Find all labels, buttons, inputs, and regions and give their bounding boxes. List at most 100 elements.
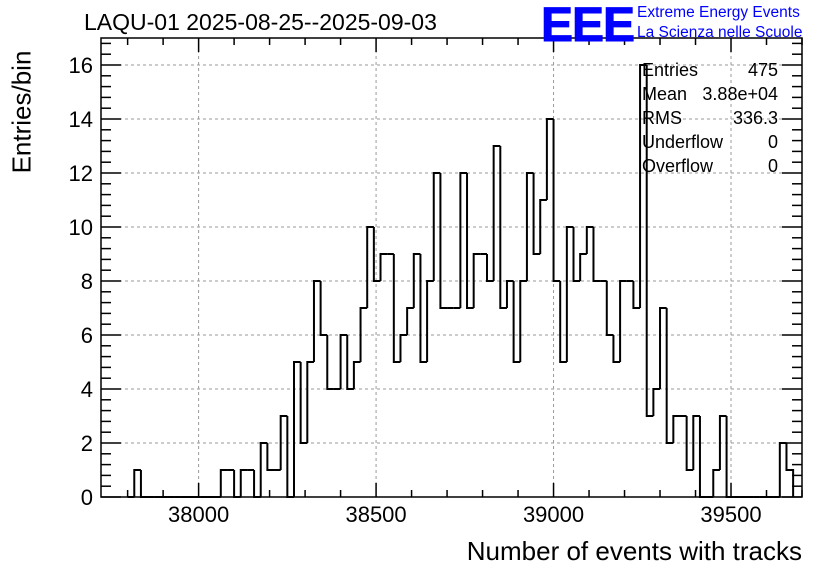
y-tick-label: 14 — [69, 107, 93, 132]
histogram-bin — [785, 443, 795, 497]
histogram-bin — [459, 172, 468, 308]
histogram-bin — [359, 307, 368, 362]
eee-logo-text: Extreme Energy Events La Scienza nelle S… — [637, 3, 802, 43]
histogram-bin — [585, 226, 594, 254]
stats-key: Overflow — [642, 156, 714, 176]
histogram-bin — [485, 254, 494, 282]
histogram-bin — [612, 335, 621, 363]
histogram-bin — [519, 280, 527, 362]
stats-value: 336.3 — [732, 108, 778, 128]
histogram-bin — [718, 415, 727, 470]
histogram-bin — [406, 307, 414, 335]
stats-key: Mean — [642, 84, 688, 104]
chart-title: LAQU-01 2025-08-25--2025-09-03 — [84, 9, 437, 35]
histogram-bin — [652, 388, 661, 416]
x-tick-label: 38000 — [168, 502, 229, 527]
histogram-bin — [672, 415, 680, 443]
stats-row-mean: Mean 3.88e+04 — [642, 84, 778, 108]
stats-key: Entries — [642, 60, 699, 80]
stats-value: 475 — [747, 60, 778, 80]
histogram-bin — [632, 281, 641, 309]
histogram-bin — [326, 335, 334, 390]
histogram-bin — [426, 280, 434, 362]
histogram-bin — [639, 64, 647, 308]
logo-line-1: Extreme Energy Events — [637, 4, 800, 21]
histogram-bin — [312, 280, 321, 362]
histogram-bin — [219, 469, 228, 497]
histogram-bin — [505, 280, 514, 308]
histogram-bin — [545, 118, 554, 200]
histogram-bin — [266, 443, 275, 471]
histogram-bin — [692, 415, 700, 470]
histogram-bin — [665, 308, 674, 444]
histogram-bin — [552, 119, 561, 282]
y-tick-label: 16 — [69, 53, 93, 78]
histogram-bin — [499, 146, 507, 309]
histogram-bin — [605, 281, 614, 336]
histogram-bin — [372, 227, 381, 282]
histogram-bin — [698, 416, 707, 498]
histogram-bin — [139, 470, 148, 498]
histogram-bin — [419, 254, 428, 363]
histogram-bin — [352, 361, 361, 389]
x-axis-label: Number of events with tracks — [466, 536, 802, 566]
histogram-bin — [346, 335, 354, 390]
stats-value: 0 — [767, 132, 778, 152]
stats-row-rms: RMS 336.3 — [642, 108, 778, 132]
x-tick-label: 38500 — [345, 502, 406, 527]
histogram-bin — [239, 469, 248, 497]
histogram-bin — [645, 65, 654, 417]
histogram-bin — [659, 307, 667, 389]
histogram-bin — [712, 469, 720, 497]
histogram-bin — [492, 145, 501, 281]
histogram-bin — [579, 253, 587, 281]
histogram-bin — [525, 172, 534, 281]
histogram-bin — [559, 281, 567, 363]
stats-row-underflow: Underflow 0 — [642, 132, 778, 156]
histogram-bin — [133, 469, 141, 497]
histogram-bin — [292, 361, 301, 497]
stats-key: RMS — [642, 108, 682, 128]
x-tick-label: 39500 — [700, 502, 761, 527]
stats-value: 3.88e+04 — [702, 84, 778, 104]
histogram-bin — [379, 253, 388, 281]
y-axis-label: Entries/bin — [6, 50, 37, 174]
x-tick-label: 39000 — [523, 502, 584, 527]
stats-key: Underflow — [642, 132, 724, 152]
stats-row-entries: Entries 475 — [642, 60, 778, 84]
histogram-bin — [572, 227, 581, 282]
histogram-bin — [565, 226, 574, 362]
histogram-bin — [319, 281, 328, 336]
histogram-bin — [366, 226, 374, 308]
histogram-bin — [339, 334, 348, 389]
histogram-bin — [392, 254, 401, 363]
histogram-bin — [619, 280, 627, 362]
y-tick-label: 0 — [81, 485, 93, 510]
stats-row-overflow: Overflow 0 — [642, 156, 778, 180]
histogram-bin — [472, 253, 481, 308]
histogram-bin — [399, 334, 408, 362]
plot-frame — [100, 37, 803, 498]
y-tick-label: 10 — [69, 215, 93, 240]
histogram-bin — [299, 362, 308, 444]
histogram-bin — [466, 173, 474, 309]
histogram-bin — [412, 253, 421, 308]
y-tick-label: 12 — [69, 161, 93, 186]
y-tick-label: 4 — [81, 377, 93, 402]
eee-logo: EEE — [540, 0, 635, 53]
axes — [100, 37, 803, 498]
y-tick-label: 8 — [81, 269, 93, 294]
y-tick-label: 6 — [81, 323, 93, 348]
logo-line-2: La Scienza nelle Scuole — [637, 24, 803, 41]
histogram-bin — [539, 199, 547, 254]
axis-ticks: 38000 38500 39000 39500 0 2 4 6 8 10 12 14 16 — [69, 38, 803, 527]
histogram-bin — [279, 415, 288, 470]
stats-value: 0 — [767, 156, 778, 176]
histogram-bin — [725, 416, 734, 498]
histogram-bin — [432, 172, 441, 281]
histogram-bin — [306, 361, 314, 443]
histogram-bin — [532, 173, 541, 255]
histogram-bin — [685, 416, 694, 471]
histogram-bin — [512, 281, 521, 363]
